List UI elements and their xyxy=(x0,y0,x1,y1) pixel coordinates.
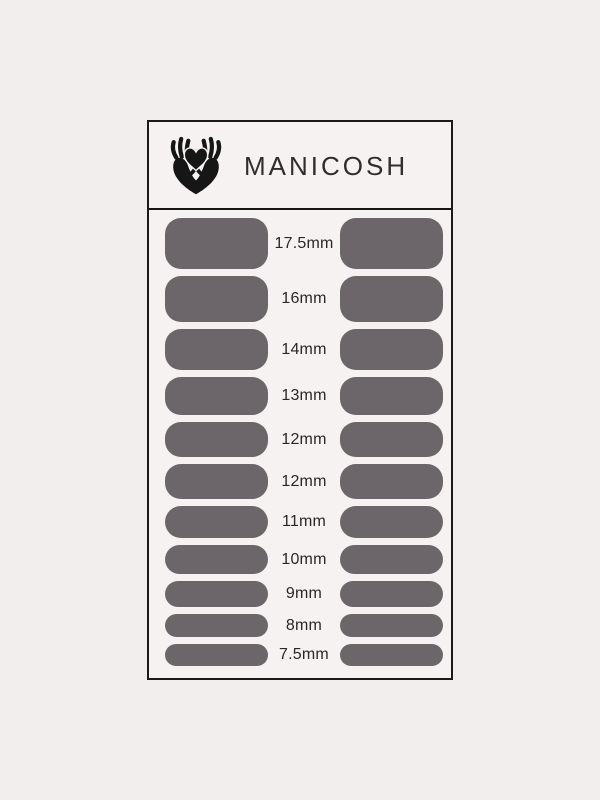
nail-strip-left xyxy=(165,545,268,574)
size-label: 14mm xyxy=(281,340,327,358)
nail-strip-left xyxy=(165,329,268,370)
size-row: 10mm xyxy=(165,545,443,574)
size-row: 13mm xyxy=(165,377,443,415)
nail-strip-right xyxy=(340,377,443,415)
size-label: 7.5mm xyxy=(279,646,329,663)
nail-strip-right xyxy=(340,422,443,457)
size-label: 17.5mm xyxy=(274,234,334,252)
size-chart-card: MANICOSH 17.5mm 16mm 14mm 13mm 12mm xyxy=(147,120,453,680)
size-row: 7.5mm xyxy=(165,644,443,666)
nail-strip-right xyxy=(340,506,443,538)
size-label: 10mm xyxy=(281,550,327,568)
nail-strip-left xyxy=(165,377,268,415)
nail-strip-right xyxy=(340,545,443,574)
hands-holding-heart-icon xyxy=(170,136,222,195)
size-label: 16mm xyxy=(281,290,327,307)
nail-strip-right xyxy=(340,218,443,269)
nail-strip-right xyxy=(340,581,443,607)
size-row: 17.5mm xyxy=(165,218,443,269)
size-label: 12mm xyxy=(281,430,327,448)
brand-title: MANICOSH xyxy=(244,150,409,181)
nail-strip-left xyxy=(165,464,268,499)
size-row: 16mm xyxy=(165,276,443,322)
size-label: 9mm xyxy=(285,585,323,602)
size-label: 12mm xyxy=(281,472,327,490)
nail-strip-right xyxy=(340,614,443,637)
size-chart: 17.5mm 16mm 14mm 13mm 12mm 12mm xyxy=(149,210,451,666)
nail-strip-right xyxy=(340,276,443,322)
size-row: 11mm xyxy=(165,506,443,538)
brand-header: MANICOSH xyxy=(149,122,451,210)
size-label: 11mm xyxy=(281,513,327,530)
nail-strip-right xyxy=(340,464,443,499)
nail-strip-right xyxy=(340,644,443,666)
size-label: 8mm xyxy=(285,616,323,634)
nail-strip-right xyxy=(340,329,443,370)
size-row: 12mm xyxy=(165,422,443,457)
size-row: 14mm xyxy=(165,329,443,370)
size-row: 12mm xyxy=(165,464,443,499)
nail-strip-left xyxy=(165,276,268,322)
nail-strip-left xyxy=(165,506,268,538)
nail-strip-left xyxy=(165,644,268,666)
size-label: 13mm xyxy=(281,387,327,404)
nail-strip-left xyxy=(165,581,268,607)
nail-strip-left xyxy=(165,218,268,269)
nail-strip-left xyxy=(165,614,268,637)
size-row: 9mm xyxy=(165,581,443,607)
nail-strip-left xyxy=(165,422,268,457)
size-row: 8mm xyxy=(165,614,443,637)
